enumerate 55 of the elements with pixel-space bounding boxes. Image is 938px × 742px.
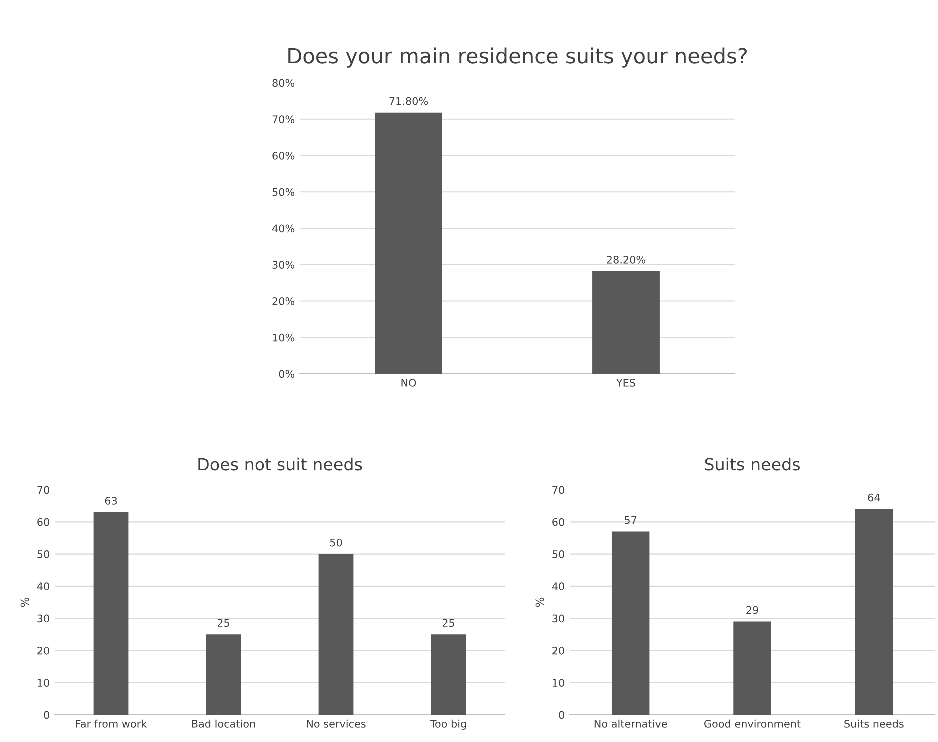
y-tick-label: 30	[38, 614, 50, 623]
chart-title: Suits needs	[705, 458, 800, 471]
y-tick-label: 70%	[272, 116, 295, 124]
y-tick-label: 10	[38, 679, 50, 687]
chart-title: Does not suit needs	[198, 458, 362, 471]
data-label: 29	[746, 606, 758, 614]
x-tick-label: Good environment	[704, 720, 801, 728]
y-tick-label: 20%	[272, 297, 295, 306]
bar	[318, 554, 354, 715]
data-label: 64	[868, 494, 880, 502]
y-tick-label: 60	[38, 518, 50, 526]
bar	[94, 512, 129, 715]
y-tick-label: 0	[559, 711, 564, 720]
x-tick-label: YES	[616, 379, 636, 387]
y-tick-label: 50%	[272, 188, 295, 196]
chart-title: Does your main residence suits your needs?	[288, 48, 747, 68]
y-tick-label: 20	[552, 646, 564, 655]
y-axis-title: %	[536, 598, 544, 608]
y-tick-label: 30%	[272, 261, 295, 269]
y-tick-label: 80%	[272, 79, 295, 88]
data-label: 57	[625, 516, 637, 524]
x-tick-label: NO	[402, 379, 416, 387]
data-label: 63	[105, 497, 118, 505]
bar	[855, 509, 894, 715]
y-tick-label: 50	[552, 550, 564, 558]
x-tick-label: Too big	[430, 720, 466, 730]
x-tick-label: Bad location	[192, 720, 256, 728]
x-tick-label: Suits needs	[844, 720, 904, 728]
y-tick-label: 40	[37, 582, 50, 591]
y-tick-label: 70	[38, 486, 50, 494]
y-tick-label: 10	[553, 679, 564, 687]
y-tick-label: 10%	[273, 334, 295, 342]
y-tick-label: 60	[552, 518, 564, 526]
bar	[431, 634, 466, 715]
x-tick-label: No alternative	[594, 720, 668, 728]
y-tick-label: 40	[552, 582, 564, 591]
data-label: 71.80%	[390, 97, 428, 106]
bar	[612, 532, 650, 715]
y-tick-label: 30	[552, 614, 564, 623]
y-tick-label: 0	[44, 711, 50, 720]
y-tick-label: 70	[552, 486, 564, 494]
data-label: 50	[330, 538, 342, 547]
bar	[206, 634, 242, 715]
y-tick-label: 60%	[272, 152, 295, 160]
y-tick-label: 40%	[272, 224, 295, 233]
data-label: 28.20%	[607, 256, 646, 264]
y-axis-title: %	[20, 598, 30, 608]
y-tick-label: 50	[38, 550, 50, 558]
data-label: 25	[218, 619, 230, 628]
y-tick-label: 0%	[279, 370, 295, 378]
x-tick-label: Far from work	[76, 720, 148, 728]
y-tick-label: 20	[38, 646, 50, 655]
bar	[734, 622, 772, 715]
x-tick-label: No services	[307, 720, 366, 728]
data-label: 25	[442, 619, 454, 628]
